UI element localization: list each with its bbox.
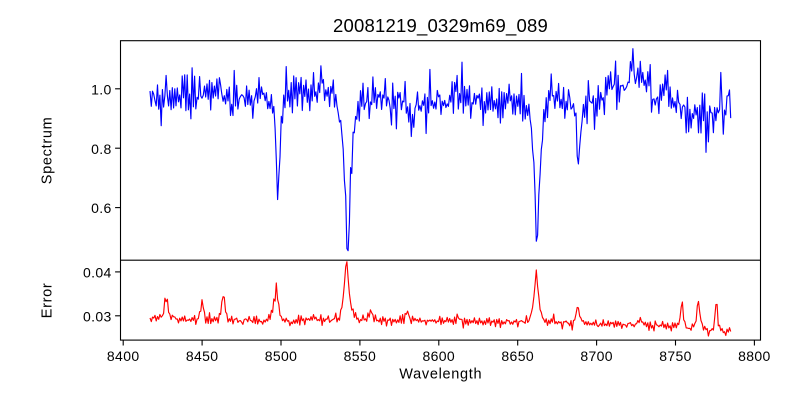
svg-text:8550: 8550 <box>344 348 377 364</box>
svg-text:8650: 8650 <box>501 348 534 364</box>
svg-text:0.6: 0.6 <box>91 200 112 216</box>
svg-text:Spectrum: Spectrum <box>40 117 56 185</box>
svg-text:Error: Error <box>40 283 56 319</box>
svg-text:8500: 8500 <box>265 348 298 364</box>
svg-text:8800: 8800 <box>738 348 771 364</box>
svg-text:20081219_0329m69_089: 20081219_0329m69_089 <box>333 15 548 37</box>
svg-text:8700: 8700 <box>580 348 613 364</box>
svg-text:8750: 8750 <box>659 348 692 364</box>
svg-text:Wavelength: Wavelength <box>399 367 482 383</box>
svg-text:0.8: 0.8 <box>91 141 112 157</box>
svg-text:8450: 8450 <box>186 348 219 364</box>
svg-text:0.03: 0.03 <box>83 308 112 324</box>
svg-text:8600: 8600 <box>423 348 456 364</box>
svg-text:0.04: 0.04 <box>83 265 112 281</box>
svg-text:1.0: 1.0 <box>91 81 112 97</box>
svg-text:8400: 8400 <box>107 348 140 364</box>
